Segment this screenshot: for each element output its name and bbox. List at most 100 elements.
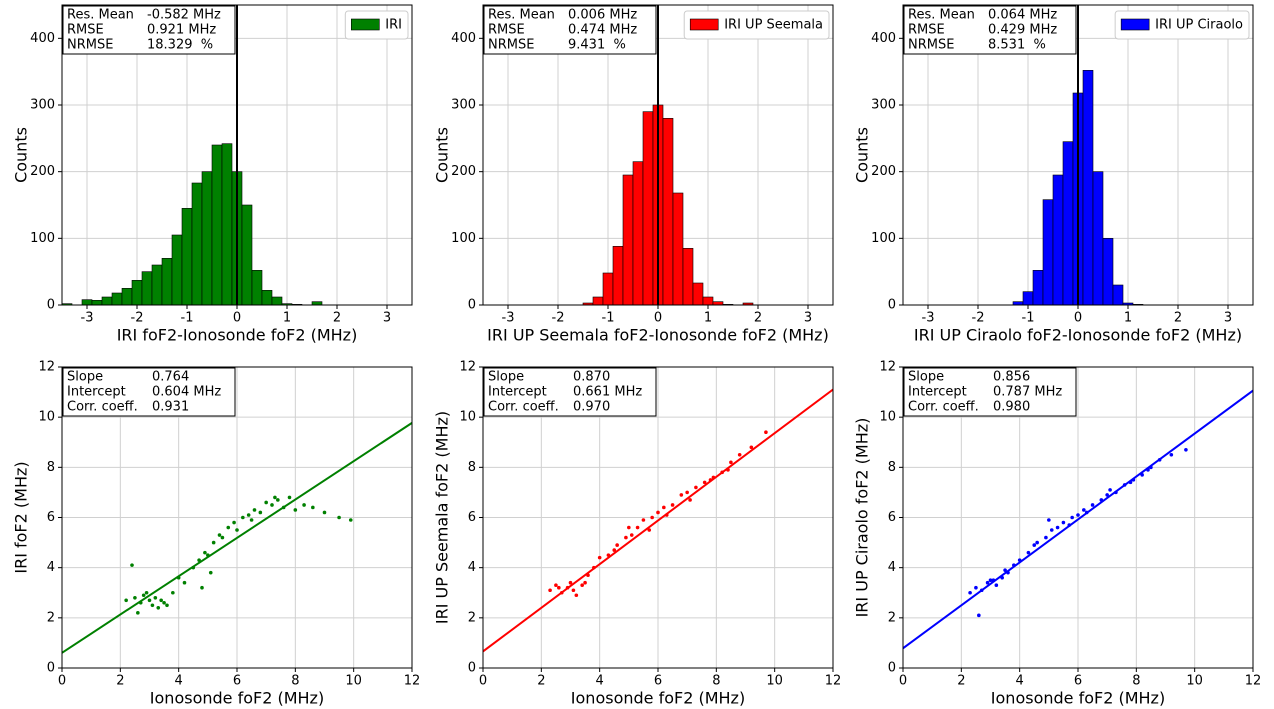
subplot: -3 -2 -1 0 1 2 3 0 100 200 300 400 IRI foF2-Ionosond… [12, 4, 413, 345]
scatter-point [994, 583, 999, 588]
scatter-point [977, 613, 981, 618]
x-tick-label: 12 [1245, 674, 1262, 689]
bar [211, 144, 223, 305]
scatter-point [203, 550, 207, 555]
y-tick-label: 400 [30, 31, 55, 46]
x-tick-label: 0 [58, 674, 66, 689]
x-tick-label: 8 [1132, 674, 1140, 689]
y-tick-label: 200 [30, 164, 55, 179]
bar [111, 292, 123, 305]
scatter-point [217, 533, 222, 537]
bar [181, 208, 193, 305]
bar [161, 258, 173, 305]
scatter-point [656, 510, 660, 515]
stats-label: NRMSE [67, 38, 113, 53]
bar [251, 270, 263, 305]
scatter-point [749, 445, 754, 450]
scatter-point [580, 583, 584, 588]
axes-frame [61, 366, 413, 669]
scatter-point [276, 498, 280, 502]
legend-label: IRI [385, 18, 402, 33]
stats-value: 9.431 % [568, 38, 626, 53]
legend-swatch [689, 18, 719, 31]
x-axis-label: Ionosonde foF2 (MHz) [571, 689, 745, 708]
stats-value: 0.474 MHz [568, 23, 637, 38]
scatter-point [568, 580, 573, 585]
x-tick-label: 6 [233, 674, 241, 689]
axes-frame [482, 4, 834, 306]
x-tick-label: 4 [1016, 674, 1024, 689]
x-tick-label: 2 [537, 674, 545, 689]
scatter-point [641, 518, 646, 522]
legend-label: IRI UP Seemala [724, 18, 823, 33]
y-tick-label: 6 [888, 510, 896, 525]
x-tick-label: -3 [81, 311, 94, 326]
scatter-point [249, 518, 254, 522]
y-tick-label: 10 [879, 410, 896, 425]
subplot: -3 -2 -1 0 1 2 3 0 100 200 300 400 IRI UP Ciraolo fo… [853, 4, 1254, 345]
bar [672, 192, 684, 305]
scatter-point [264, 500, 268, 505]
scatter-point [597, 555, 602, 560]
scatter-point [150, 603, 155, 608]
bar [702, 296, 714, 305]
stats-frame [903, 5, 1077, 55]
y-tick-label: 12 [459, 360, 476, 375]
y-axis-label: IRI foF2 (MHz) [12, 461, 31, 573]
plot-area [483, 388, 833, 653]
scatter-point [208, 570, 213, 575]
y-tick-label: 6 [47, 510, 55, 525]
subplot: 0 2 4 6 8 10 12 0 2 4 6 8 10 12 Ionosonde foF2 (MHz) IR… [433, 360, 842, 708]
stats-label: Slope [488, 370, 524, 385]
bar [121, 288, 133, 305]
scatter-point [302, 503, 306, 507]
scatter-point [624, 535, 628, 540]
y-tick-label: 12 [879, 360, 896, 375]
bar [221, 143, 233, 305]
fit-line [483, 388, 833, 653]
scatter-point [232, 520, 236, 525]
scatter-point [159, 598, 163, 603]
scatter-point [688, 498, 692, 502]
scatter-point [133, 595, 137, 600]
bar [101, 296, 113, 305]
scatter-point [153, 595, 158, 600]
stats-box: Res. Mean 0.006 MHz RMSE 0.474 MHz NRMSE 9.43… [483, 5, 657, 55]
scatter-point [171, 590, 175, 595]
scatter-point [211, 540, 216, 545]
stats-label: Intercept [488, 385, 547, 400]
bar [1102, 238, 1114, 305]
bar [662, 118, 674, 305]
legend: IRI UP Ciraolo [1114, 10, 1250, 40]
plot-area [582, 5, 754, 305]
y-tick-label: 400 [871, 31, 896, 46]
x-tick-label: 4 [175, 674, 183, 689]
x-axis-label: IRI UP Ciraolo foF2-Ionosonde foF2 (MHz) [914, 326, 1242, 345]
plot-area [62, 422, 412, 654]
scatter-point [571, 588, 576, 593]
scatter-point [557, 585, 561, 590]
scatter-point [1035, 540, 1039, 545]
bar [642, 111, 654, 305]
stats-value: 0.970 [573, 400, 610, 415]
scatter-point [270, 503, 274, 507]
scatter-point [162, 600, 166, 605]
bar [1122, 302, 1134, 305]
scatter-point [548, 588, 552, 593]
scatter-point [252, 508, 257, 512]
scatter-point [635, 525, 640, 530]
x-tick-label: 1 [1124, 311, 1132, 326]
legend-label: IRI UP Ciraolo [1155, 18, 1243, 33]
y-tick-label: 4 [468, 560, 476, 575]
bar [612, 246, 624, 305]
stats-value: -0.582 MHz [147, 8, 221, 23]
scatter-point [337, 515, 341, 520]
scatter-point [694, 485, 698, 490]
scatter-point [1003, 568, 1007, 572]
x-tick-label: -1 [181, 311, 194, 326]
y-tick-label: 0 [47, 661, 55, 676]
stats-frame [903, 367, 1077, 417]
fit-line [62, 422, 412, 654]
stats-label: RMSE [67, 23, 104, 38]
x-tick-label: -2 [552, 311, 565, 326]
